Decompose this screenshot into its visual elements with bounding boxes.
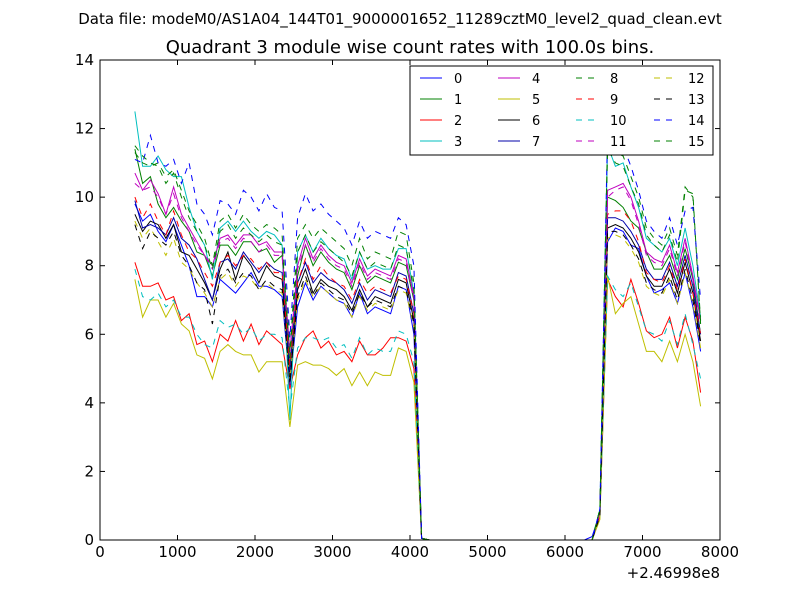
- legend-label-5: 5: [532, 93, 540, 108]
- x-tick-label: 2000: [236, 543, 274, 561]
- legend-label-4: 4: [532, 72, 540, 87]
- legend-label-12: 12: [688, 72, 705, 87]
- legend-label-13: 13: [688, 93, 705, 108]
- x-tick-label: 6000: [546, 543, 584, 561]
- legend-label-7: 7: [532, 135, 540, 150]
- legend-label-1: 1: [454, 93, 462, 108]
- legend-label-15: 15: [688, 135, 705, 150]
- y-tick-label: 0: [84, 531, 94, 549]
- series-line-15: [134, 145, 702, 540]
- data-file-suptitle: Data file: modeM0/AS1A04_144T01_90000016…: [78, 10, 722, 29]
- series-lines: [134, 111, 702, 540]
- legend-box: [409, 65, 714, 156]
- x-tick-label: 4000: [391, 543, 429, 561]
- y-tick-label: 10: [75, 188, 94, 206]
- legend-label-3: 3: [454, 135, 462, 150]
- y-tick-label: 6: [84, 325, 94, 343]
- x-tick-label: 8000: [701, 543, 739, 561]
- legend-label-0: 0: [454, 72, 462, 87]
- y-tick-label: 12: [75, 120, 94, 138]
- legend-label-10: 10: [610, 114, 627, 129]
- legend-label-14: 14: [688, 114, 705, 129]
- y-tick-label: 2: [84, 462, 94, 480]
- series-line-13: [134, 224, 702, 540]
- axis-ticks: 0 1000 2000 3000 4000 5000 6000 7000 80000246810…: [75, 51, 739, 561]
- series-line-14: [134, 127, 702, 540]
- x-tick-label: 7000: [623, 543, 661, 561]
- x-tick-label: 1000: [158, 543, 196, 561]
- legend-label-11: 11: [610, 135, 627, 150]
- y-tick-label: 8: [84, 257, 94, 275]
- x-tick-label: 5000: [468, 543, 506, 561]
- series-line-10: [134, 268, 702, 540]
- y-tick-label: 4: [84, 394, 94, 412]
- legend-label-6: 6: [532, 114, 540, 129]
- chart-title: Quadrant 3 module wise count rates with …: [166, 37, 655, 58]
- legend-label-9: 9: [610, 93, 618, 108]
- x-tick-label: 3000: [313, 543, 351, 561]
- x-offset-label: +2.46998e8: [627, 564, 720, 582]
- y-tick-label: 14: [75, 51, 94, 69]
- x-tick-label: 0: [95, 543, 105, 561]
- legend-label-8: 8: [610, 72, 618, 87]
- legend-label-2: 2: [454, 114, 462, 129]
- plot-frame: [99, 59, 721, 541]
